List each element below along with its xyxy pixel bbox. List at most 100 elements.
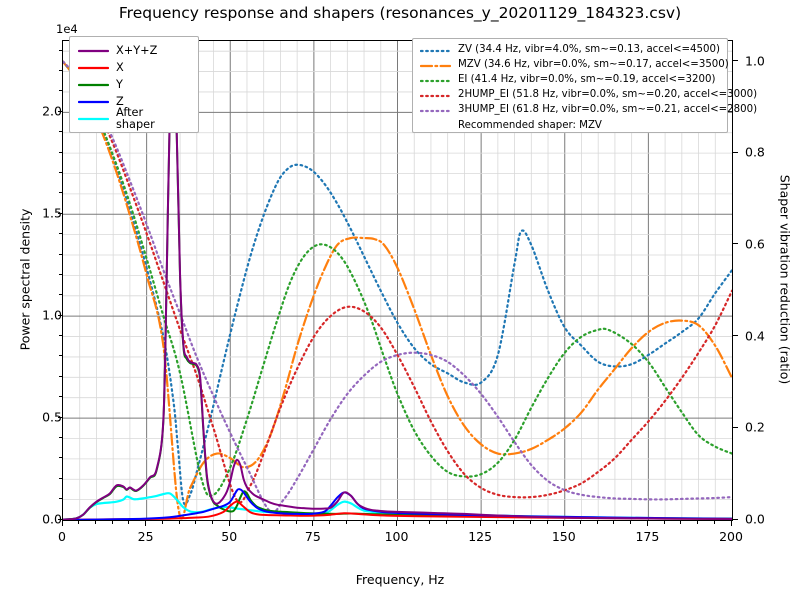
recommended-shaper-note: Recommended shaper: MZV [458, 120, 602, 131]
legend-item-label: Z [116, 94, 124, 108]
y-tick-label: 1.0 [42, 307, 62, 323]
tick-mark [59, 294, 62, 296]
legend-color-swatch [78, 79, 109, 90]
tick-mark [59, 355, 62, 357]
tick-mark [59, 49, 62, 51]
x-tick-label: 50 [221, 529, 238, 544]
tick-mark [57, 416, 62, 418]
legend-line-swatch [78, 49, 109, 53]
y-tick-label: 2.0 [42, 103, 62, 119]
y2-tick-label: 0.2 [745, 419, 765, 435]
tick-mark [161, 521, 163, 524]
x-tick-label: 100 [384, 529, 409, 544]
shaper-legend[interactable]: ZV (34.4 Hz, vibr=4.0%, sm~=0.13, accel<… [412, 38, 757, 133]
tick-mark [59, 171, 62, 173]
tick-mark [345, 521, 347, 524]
legend-item-zv[interactable]: ZV (34.4 Hz, vibr=4.0%, sm~=0.13, accel<… [420, 43, 720, 58]
tick-mark [59, 90, 62, 92]
y2-tick-label: 1.0 [745, 53, 765, 69]
tick-mark [57, 314, 62, 316]
tick-mark [145, 521, 147, 526]
legend-line-swatch [420, 79, 451, 83]
tick-mark [579, 521, 581, 524]
tick-mark [59, 396, 62, 398]
tick-mark [59, 498, 62, 500]
legend-color-swatch [78, 45, 109, 56]
x-tick-label: 125 [468, 529, 493, 544]
tick-mark [228, 521, 230, 526]
tick-mark [178, 521, 180, 524]
legend-item-label: ZV (34.4 Hz, vibr=4.0%, sm~=0.13, accel<… [458, 44, 720, 56]
tick-mark [713, 521, 715, 524]
legend-color-swatch [420, 90, 451, 101]
tick-mark [59, 151, 62, 153]
tick-mark [680, 521, 682, 524]
legend-item-x[interactable]: X [78, 59, 190, 76]
legend-item-3hump_ei[interactable]: 3HUMP_EI (61.8 Hz, vibr=0.0%, sm~=0.21, … [420, 103, 757, 118]
tick-mark [59, 477, 62, 479]
tick-mark [596, 521, 598, 524]
legend-color-swatch [420, 75, 451, 86]
legend-item-ei[interactable]: EI (41.4 Hz, vibr=0.0%, sm~=0.19, accel<… [420, 73, 720, 88]
tick-mark [462, 521, 464, 524]
tick-mark [57, 212, 62, 214]
legend-item-z[interactable]: Z [78, 93, 190, 110]
x-tick-label: 175 [635, 529, 660, 544]
y2-tick-label: 0.0 [745, 511, 765, 527]
tick-mark [59, 436, 62, 438]
tick-mark [697, 521, 699, 524]
y-tick-label: 0.0 [42, 511, 62, 527]
tick-mark [212, 521, 214, 524]
legend-line-swatch [420, 109, 451, 113]
legend-item-after-shaper[interactable]: After shaper [78, 106, 190, 130]
shaper-curve-mzv [63, 60, 732, 520]
shaper-curves [63, 60, 732, 520]
shaper-curve-zv [63, 60, 732, 506]
legend-item-label: 2HUMP_EI (51.8 Hz, vibr=0.0%, sm~=0.20, … [458, 89, 758, 101]
tick-mark [733, 60, 738, 62]
tick-mark [362, 521, 364, 524]
tick-mark [496, 521, 498, 524]
tick-mark [412, 521, 414, 524]
tick-mark [59, 457, 62, 459]
tick-mark [563, 521, 565, 526]
x-tick-label: 150 [551, 529, 576, 544]
chart-title: Frequency response and shapers (resonanc… [118, 4, 682, 22]
legend-item-label: After shaper [116, 105, 155, 131]
shaper-curve-3hump_ei [63, 60, 732, 514]
tick-mark [78, 521, 80, 524]
y2-tick-label: 0.8 [745, 144, 765, 160]
tick-mark [262, 521, 264, 524]
tick-mark [59, 233, 62, 235]
x-axis-label: Frequency, Hz [355, 572, 445, 587]
tick-mark [278, 521, 280, 524]
legend-color-swatch [78, 113, 109, 124]
tick-mark [733, 426, 738, 428]
tick-mark [446, 521, 448, 524]
legend-item-2hump_ei[interactable]: 2HUMP_EI (51.8 Hz, vibr=0.0%, sm~=0.20, … [420, 88, 757, 103]
tick-mark [59, 192, 62, 194]
tick-mark [733, 151, 738, 153]
tick-mark [59, 131, 62, 133]
y2-axis-label: Shaper vibration reduction (ratio) [777, 174, 793, 385]
legend-item-mzv[interactable]: MZV (34.6 Hz, vibr=0.0%, sm~=0.17, accel… [420, 58, 729, 73]
legend-line-swatch [420, 49, 451, 53]
tick-mark [663, 521, 665, 524]
tick-mark [94, 521, 96, 524]
tick-mark [646, 521, 648, 526]
y-tick-label: 1.5 [42, 205, 62, 221]
psd-curve-after-shaper [63, 492, 732, 520]
legend-item-label: Y [116, 77, 123, 91]
tick-mark [329, 521, 331, 524]
y2-tick-label: 0.4 [745, 328, 765, 344]
tick-mark [613, 521, 615, 524]
tick-mark [59, 375, 62, 377]
y2-tick-label: 0.6 [745, 236, 765, 252]
psd-legend[interactable]: X+Y+Z X Y Z After shaper [69, 36, 199, 133]
x-tick-label: 75 [304, 529, 321, 544]
legend-line-swatch [420, 94, 451, 98]
tick-mark [546, 521, 548, 524]
legend-item-y[interactable]: Y [78, 76, 190, 93]
legend-item-x-y-z[interactable]: X+Y+Z [78, 42, 190, 59]
